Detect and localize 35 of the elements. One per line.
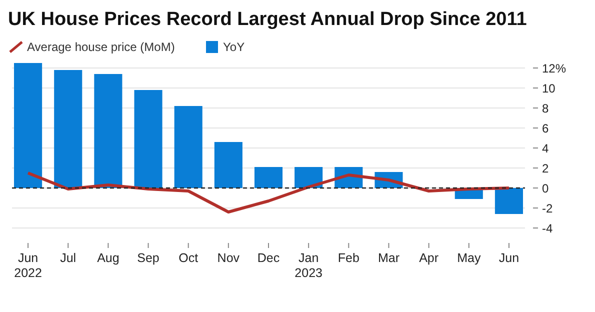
y-tick-label: 2	[542, 162, 549, 176]
bar	[494, 188, 523, 214]
x-tick-label: Apr	[419, 251, 439, 265]
x-tick-label: Nov	[217, 251, 240, 265]
x-tick-label: Aug	[97, 251, 120, 265]
y-tick-label: 4	[542, 142, 549, 156]
x-tick-label: Feb	[338, 251, 360, 265]
y-tick-label: 6	[542, 122, 549, 136]
x-tick-label: Oct	[178, 251, 199, 265]
bar	[214, 142, 242, 188]
y-tick-label: -4	[542, 222, 553, 236]
bar	[94, 74, 122, 188]
bar	[174, 106, 202, 188]
y-tick-label: -2	[542, 202, 553, 216]
x-tick-label: Dec	[257, 251, 280, 265]
x-tick-label: Jun	[498, 251, 520, 265]
legend-label: Average house price (MoM)	[27, 40, 175, 54]
y-tick-label: 8	[542, 102, 549, 116]
x-tick-label: Jun 2022	[14, 251, 42, 280]
bar	[294, 167, 323, 188]
y-tick-label: 12%	[542, 62, 566, 76]
legend-label: YoY	[223, 40, 245, 54]
bar	[134, 90, 162, 188]
line-series	[26, 172, 510, 214]
x-tick-label: Sep	[137, 251, 160, 265]
y-tick-label: 0	[542, 182, 549, 196]
y-tick-label: 10	[542, 82, 556, 96]
x-tick-label: Jul	[60, 251, 76, 265]
x-tick-label: Mar	[378, 251, 400, 265]
x-tick-label: Jan 2023	[294, 251, 323, 280]
bar	[254, 167, 283, 188]
bar	[14, 63, 42, 188]
bar	[54, 70, 82, 188]
x-tick-label: May	[457, 251, 482, 265]
chart-title: UK House Prices Record Largest Annual Drop Since 2011	[8, 9, 528, 30]
